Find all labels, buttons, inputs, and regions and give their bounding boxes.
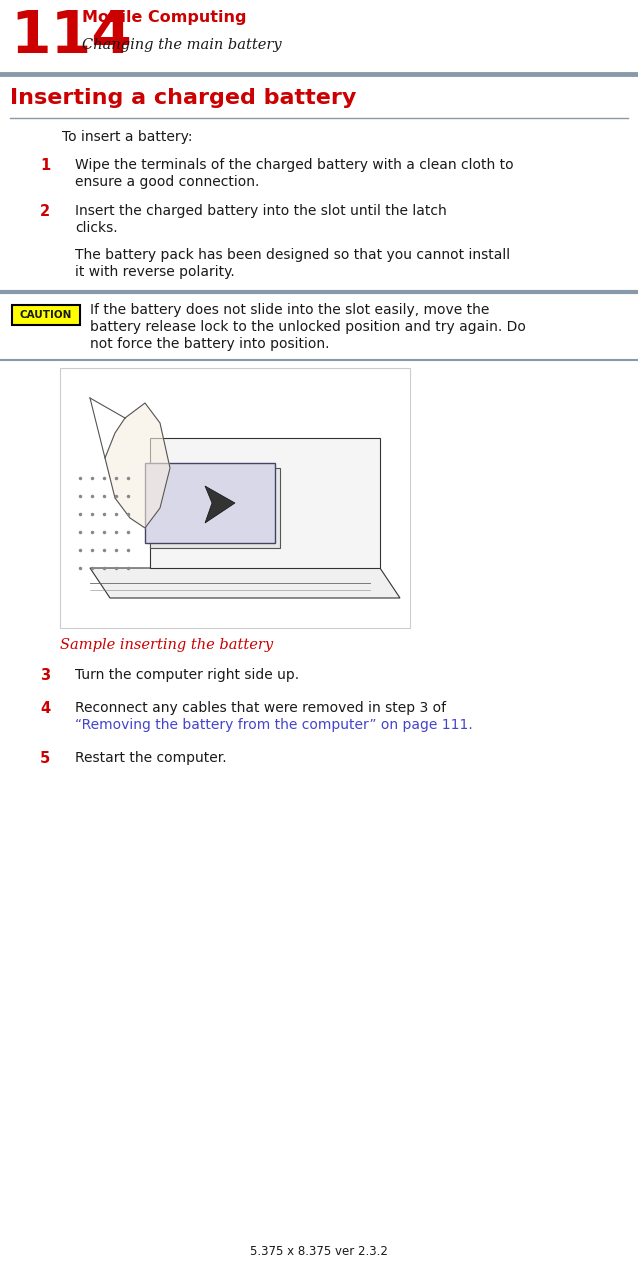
Polygon shape	[150, 438, 380, 568]
Text: Restart the computer.: Restart the computer.	[75, 751, 226, 765]
Text: battery release lock to the unlocked position and try again. Do: battery release lock to the unlocked pos…	[90, 320, 526, 334]
FancyBboxPatch shape	[12, 305, 80, 325]
FancyBboxPatch shape	[60, 369, 410, 628]
Text: it with reverse polarity.: it with reverse polarity.	[75, 264, 235, 280]
Polygon shape	[105, 403, 170, 527]
Text: 114: 114	[10, 8, 132, 65]
Text: 2: 2	[40, 205, 50, 219]
Text: The battery pack has been designed so that you cannot install: The battery pack has been designed so th…	[75, 248, 510, 262]
Text: ensure a good connection.: ensure a good connection.	[75, 175, 260, 189]
Text: Insert the charged battery into the slot until the latch: Insert the charged battery into the slot…	[75, 205, 447, 219]
Text: 5: 5	[40, 751, 50, 766]
Text: 1: 1	[40, 158, 50, 173]
Text: Inserting a charged battery: Inserting a charged battery	[10, 88, 357, 108]
Text: CAUTION: CAUTION	[20, 310, 72, 320]
Text: Turn the computer right side up.: Turn the computer right side up.	[75, 669, 299, 683]
Polygon shape	[90, 568, 400, 597]
Polygon shape	[150, 468, 280, 548]
Text: If the battery does not slide into the slot easily, move the: If the battery does not slide into the s…	[90, 302, 489, 316]
Text: “Removing the battery from the computer” on page 111.: “Removing the battery from the computer”…	[75, 718, 473, 732]
Text: not force the battery into position.: not force the battery into position.	[90, 337, 329, 351]
Polygon shape	[205, 486, 235, 522]
Text: Mobile Computing: Mobile Computing	[82, 10, 246, 25]
Text: Changing the main battery: Changing the main battery	[82, 38, 281, 52]
Text: Reconnect any cables that were removed in step 3 of: Reconnect any cables that were removed i…	[75, 702, 446, 716]
Polygon shape	[145, 463, 275, 543]
Text: 5.375 x 8.375 ver 2.3.2: 5.375 x 8.375 ver 2.3.2	[250, 1246, 388, 1258]
Text: 3: 3	[40, 669, 50, 683]
Text: To insert a battery:: To insert a battery:	[62, 130, 193, 144]
Text: Wipe the terminals of the charged battery with a clean cloth to: Wipe the terminals of the charged batter…	[75, 158, 514, 172]
Text: 4: 4	[40, 702, 50, 716]
Text: Sample inserting the battery: Sample inserting the battery	[60, 638, 273, 652]
Text: clicks.: clicks.	[75, 221, 117, 235]
